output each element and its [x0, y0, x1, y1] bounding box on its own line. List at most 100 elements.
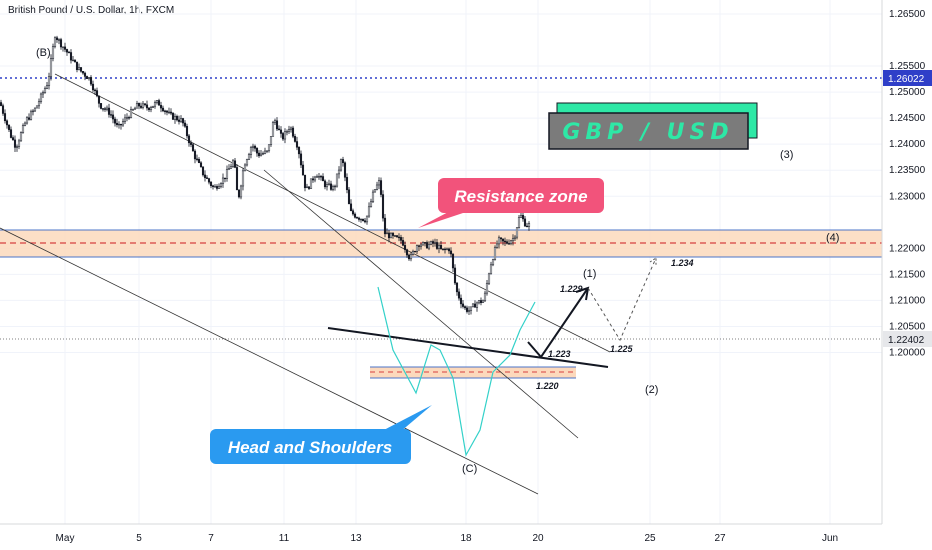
candle-body — [341, 159, 345, 164]
candle-body — [251, 145, 255, 148]
candle-body — [85, 76, 89, 79]
candle-body — [303, 174, 307, 189]
candle-body — [207, 178, 211, 183]
candle-body — [461, 303, 465, 307]
candle-body — [391, 233, 395, 236]
candle-body — [115, 122, 119, 126]
candle-body — [47, 76, 51, 86]
candle-body — [283, 131, 287, 140]
candle-body — [453, 267, 457, 284]
candle-body — [403, 245, 407, 250]
level-label-1223: 1.223 — [548, 349, 571, 359]
candle-body — [163, 110, 167, 112]
candle-body — [467, 310, 471, 312]
candle-body — [233, 160, 237, 168]
candle-body — [507, 243, 511, 245]
candle-body — [353, 213, 357, 218]
candle-body — [349, 203, 353, 211]
projection-arrow-solid — [527, 287, 589, 359]
candle-body — [149, 107, 153, 111]
candle-body — [443, 248, 447, 251]
price-axis[interactable]: 1.270001.265001.255001.250001.245001.240… — [881, 0, 932, 524]
candle-body — [281, 133, 285, 140]
candle-body — [397, 236, 401, 239]
candle-body — [177, 119, 181, 122]
candle-body — [265, 150, 269, 152]
steep-trend-line — [263, 169, 579, 439]
date-tick-label: 25 — [644, 533, 656, 544]
candle-body — [291, 127, 295, 137]
candle-body — [125, 117, 129, 119]
price-tick-label: 1.25500 — [889, 61, 926, 72]
candle-body — [521, 215, 525, 220]
candle-body — [235, 167, 239, 191]
candle-body — [395, 235, 399, 238]
wave-label-1: (1) — [583, 268, 596, 280]
candle-body — [409, 254, 413, 260]
candle-body — [13, 139, 17, 148]
candle-body — [215, 186, 219, 189]
candle-body — [359, 218, 363, 221]
candle-body — [151, 105, 155, 108]
candle-body — [509, 240, 513, 244]
candle-body — [145, 104, 149, 109]
candle-body — [343, 162, 347, 178]
candle-body — [217, 186, 221, 189]
candle-body — [53, 37, 57, 47]
candle-body — [107, 107, 111, 115]
candle-body — [97, 95, 101, 104]
candle-body — [345, 177, 349, 191]
candle-body — [501, 238, 505, 242]
candle-body — [43, 88, 47, 93]
projection-arrow-dashed-head — [649, 257, 657, 266]
candle-body — [223, 177, 227, 180]
candle-body — [373, 189, 377, 193]
candle-body — [411, 250, 415, 255]
candle-body — [243, 164, 247, 172]
candle-body — [101, 108, 105, 110]
current-price-tag-label: 1.22402 — [888, 335, 925, 346]
candle-body — [377, 180, 381, 186]
candle-body — [417, 245, 421, 247]
candle-body — [83, 72, 87, 77]
price-tick-label: 1.23000 — [889, 191, 926, 202]
candle-body — [23, 122, 27, 126]
candle-body — [351, 210, 355, 215]
candle-body — [497, 237, 501, 245]
candle-body — [491, 259, 495, 266]
candle-body — [279, 129, 283, 134]
candle-body — [205, 177, 209, 179]
candle-body — [523, 218, 527, 227]
candle-body — [305, 186, 309, 189]
candle-body — [105, 107, 109, 110]
candle-body — [7, 124, 11, 130]
candle-body — [311, 178, 315, 181]
candle-body — [319, 176, 323, 178]
candle-body — [401, 240, 405, 246]
candle-body — [255, 148, 259, 154]
candle-body — [119, 123, 123, 126]
candle-body — [51, 46, 55, 59]
candle-body — [487, 273, 491, 284]
candle-body — [369, 201, 373, 208]
candle-body — [451, 253, 455, 269]
candle-body — [463, 306, 467, 309]
candle-body — [191, 144, 195, 152]
candle-body — [323, 180, 327, 188]
candle-body — [519, 215, 523, 218]
candle-body — [371, 191, 375, 203]
candle-body — [287, 129, 291, 132]
chart-title: British Pound / U.S. Dollar, 1h, FXCM — [8, 5, 175, 16]
candle-body — [473, 303, 477, 308]
candle-body — [393, 235, 397, 237]
candle-body — [407, 254, 411, 260]
candle-body — [89, 77, 93, 85]
candle-body — [273, 120, 277, 123]
resistance-zone-callout: Resistance zone — [418, 178, 604, 228]
date-axis[interactable]: May 5 7 11 13 18 20 25 27 Jun — [0, 523, 882, 544]
level-label-1225: 1.225 — [610, 344, 634, 354]
candle-body — [63, 46, 67, 50]
symbol-title: GBP / USD — [562, 120, 733, 145]
candle-body — [329, 183, 333, 190]
